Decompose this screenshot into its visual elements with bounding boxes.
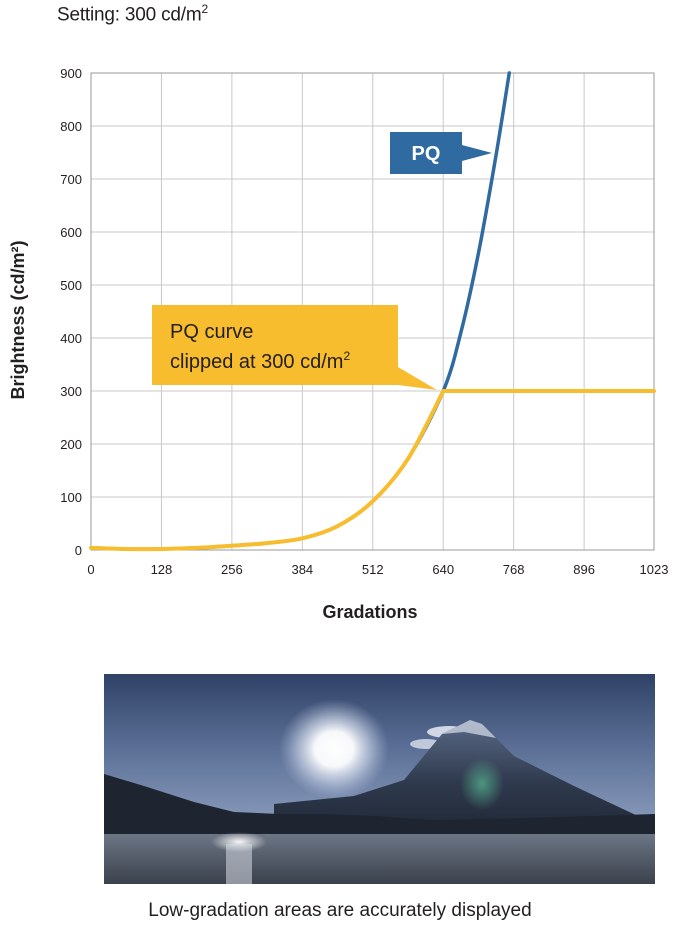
clipped-callout-line-2-text: clipped at 300 cd/m (170, 351, 343, 373)
y-tick-label: 600 (60, 225, 82, 240)
clipped-callout-superscript: 2 (343, 349, 350, 363)
landscape-photo (104, 674, 655, 884)
clipped-series-line (89, 389, 656, 552)
y-tick-label: 700 (60, 172, 82, 187)
photo-caption: Low-gradation areas are accurately displ… (148, 900, 532, 921)
brightness-chart: 0 128 256 384 512 640 768 896 1023 0 100 200 300 400 5… (8, 66, 668, 622)
mount-fuji-photo (104, 674, 655, 884)
pq-callout: PQ (390, 132, 492, 174)
y-tick-label: 100 (60, 490, 82, 505)
clipped-callout-line-2: clipped at 300 cd/m2 (170, 349, 350, 373)
x-tick-label: 512 (362, 562, 384, 577)
y-tick-label: 200 (60, 437, 82, 452)
x-tick-label: 128 (151, 562, 173, 577)
x-tick-label: 256 (221, 562, 243, 577)
pq-callout-box (390, 132, 492, 174)
x-tick-label: 896 (573, 562, 595, 577)
pq-callout-label: PQ (412, 143, 441, 165)
x-axis-title: Gradations (322, 602, 417, 622)
y-tick-label: 800 (60, 119, 82, 134)
chart-series (89, 71, 656, 552)
setting-title: Setting: 300 cd/m2 (57, 2, 208, 26)
x-tick-label: 1023 (640, 562, 669, 577)
x-tick-label: 768 (503, 562, 525, 577)
y-tick-label: 400 (60, 331, 82, 346)
clipped-callout-box (152, 305, 437, 390)
x-tick-label: 0 (87, 562, 94, 577)
clipped-callout-line-1: PQ curve (170, 321, 253, 343)
setting-superscript: 2 (201, 2, 208, 16)
x-tick-label: 384 (291, 562, 313, 577)
y-axis-title: Brightness (cd/m²) (8, 240, 28, 399)
setting-label: Setting: 300 cd/m (57, 4, 202, 26)
x-tick-label: 640 (432, 562, 454, 577)
y-tick-label: 0 (75, 543, 82, 558)
plot-frame (90, 72, 655, 551)
y-tick-label: 300 (60, 384, 82, 399)
y-tick-label: 900 (60, 66, 82, 81)
y-tick-label: 500 (60, 278, 82, 293)
chart-ticks: 0 128 256 384 512 640 768 896 1023 0 100 200 300 400 5… (60, 66, 668, 577)
clipped-callout: PQ curve clipped at 300 cd/m2 (152, 305, 437, 390)
